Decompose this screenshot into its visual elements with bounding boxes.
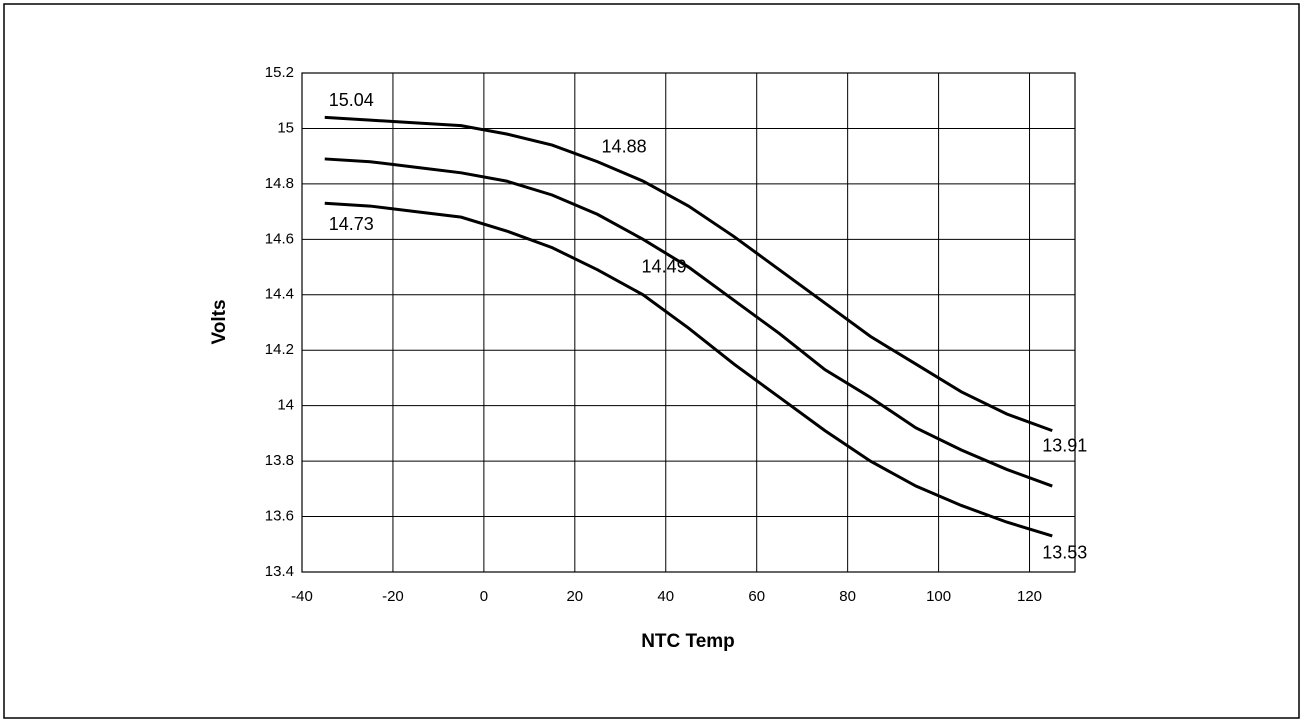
y-tick-label: 15: [277, 119, 294, 136]
x-axis-title: NTC Temp: [641, 631, 735, 652]
x-tick-label: 80: [839, 588, 856, 605]
x-tick-label: 60: [748, 588, 765, 605]
data-label: 14.88: [602, 136, 647, 156]
y-tick-label: 14.6: [265, 230, 294, 247]
y-tick-label: 13.6: [265, 508, 294, 525]
x-tick-label: 20: [566, 588, 583, 605]
data-label: 15.04: [329, 90, 374, 110]
y-tick-label: 14: [277, 397, 294, 414]
x-tick-label: 120: [1017, 588, 1042, 605]
series-line: [324, 201, 1053, 538]
y-tick-label: 13.4: [265, 563, 294, 580]
data-label: 14.49: [642, 257, 687, 277]
data-label: 14.73: [329, 214, 374, 234]
y-tick-label: 13.8: [265, 452, 294, 469]
y-tick-label: 15.2: [265, 64, 294, 81]
frame: [3, 3, 1300, 719]
y-axis-title: Volts: [209, 299, 230, 344]
y-tick-label: 14.8: [265, 175, 294, 192]
x-tick-label: -20: [382, 588, 404, 605]
x-tick-label: 100: [926, 588, 951, 605]
series-line: [324, 157, 1053, 488]
series-line: [324, 115, 1053, 433]
y-tick-label: 14.2: [265, 341, 294, 358]
data-label: 13.53: [1042, 543, 1087, 563]
x-tick-label: -40: [291, 588, 313, 605]
x-tick-label: 40: [657, 588, 674, 605]
y-tick-label: 14.4: [265, 286, 294, 303]
plot-area: [301, 72, 1076, 573]
data-label: 13.91: [1042, 435, 1087, 455]
x-tick-label: 0: [480, 588, 488, 605]
